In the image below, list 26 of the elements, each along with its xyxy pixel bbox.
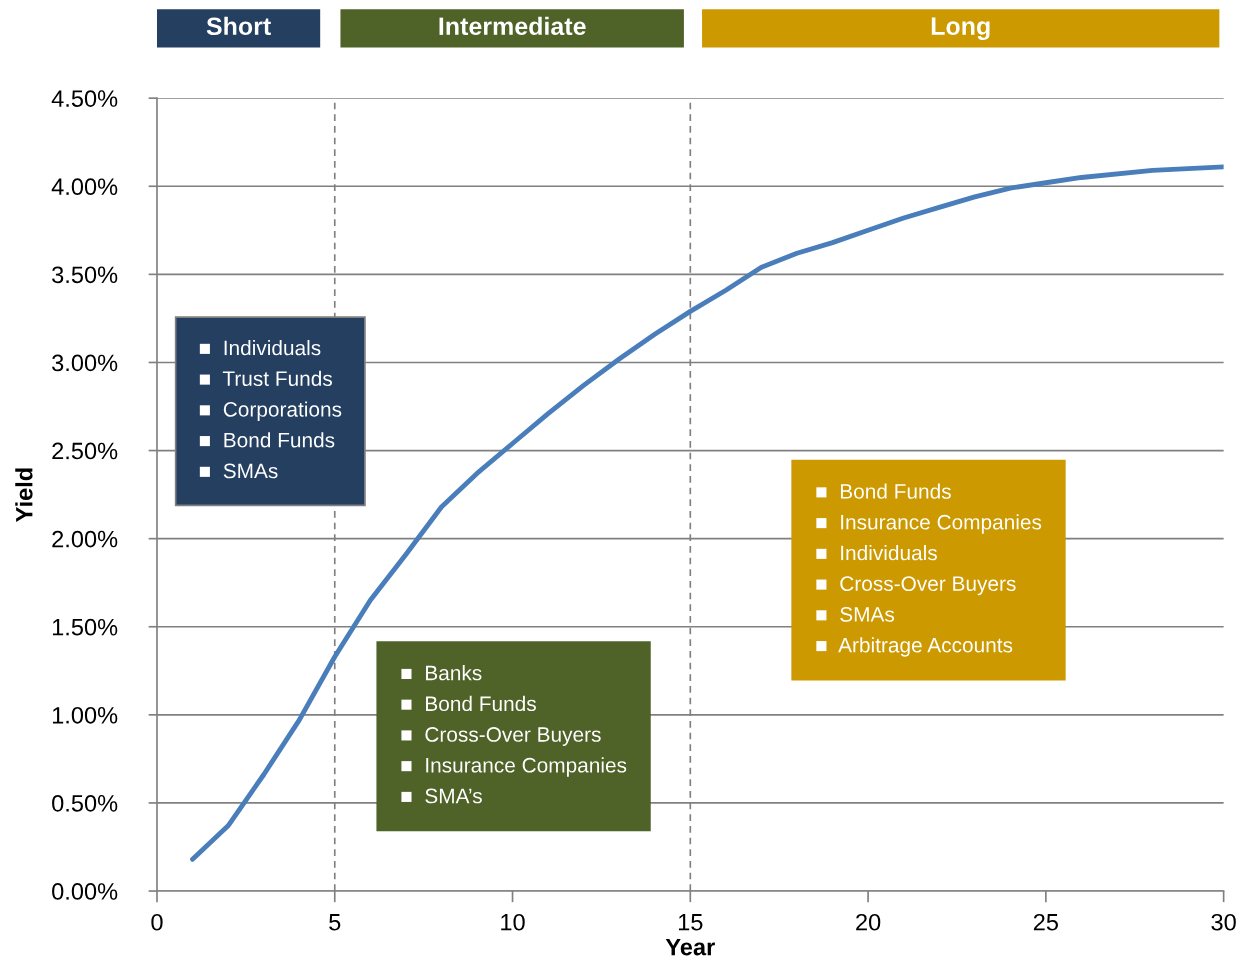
text: Short <box>206 16 271 36</box>
text: Intermediate <box>439 16 586 36</box>
x-tick-label: 15 <box>678 914 703 931</box>
y-tick-label: 3.00% <box>52 354 118 372</box>
y-tick-label: 1.00% <box>52 706 118 724</box>
x-tick-label: 5 <box>329 914 341 931</box>
y-tick-label: 2.50% <box>52 442 118 460</box>
line-series <box>190 164 1224 862</box>
y-tick-label: 3.50% <box>52 266 118 284</box>
annotation: ■ Bond Funds ■ Insurance Companies ■ Individuals ■ Cross-Over Buyers ■ SMAs ■ Arbitrage Accounts <box>816 483 1042 657</box>
annotation: ■ Banks ■ Bond Funds ■ Cross-Over Buyers ■ Insurance Companies ■ SMA’s <box>401 665 627 804</box>
x-tick-label: 25 <box>1033 913 1058 931</box>
x-tick-label: 30 <box>1211 913 1236 931</box>
y-tick-label: 4.00% <box>51 178 118 196</box>
text: Long <box>931 17 990 41</box>
y-tick-label: 2.00% <box>52 530 118 548</box>
x-tick-label: 10 <box>501 913 525 931</box>
x-tick-label: 0 <box>151 913 163 931</box>
x-tick-label: 20 <box>856 913 881 931</box>
y-tick-label: 4.50% <box>51 90 118 107</box>
annotation: ■ Individuals ■ Trust Funds ■ Corporations ■ Bond Funds ■ SMAs <box>199 339 342 479</box>
y-tick-label: 1.50% <box>52 618 118 636</box>
x-axis-title: Year <box>665 938 715 956</box>
y-tick-label: 0.00% <box>52 883 118 900</box>
y-axis-title: Yield <box>15 468 33 522</box>
y-tick-label: 0.50% <box>52 795 118 812</box>
